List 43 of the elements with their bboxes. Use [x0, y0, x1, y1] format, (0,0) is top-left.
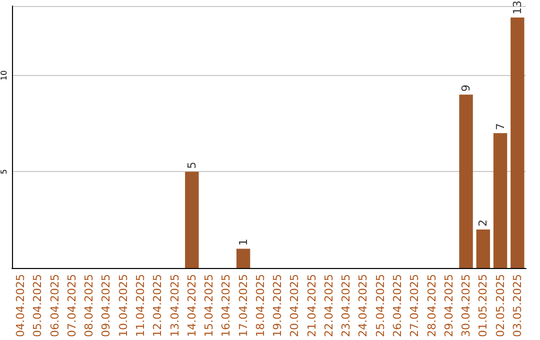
bar — [476, 229, 490, 268]
x-tick-label: 20.04.2025 — [288, 274, 302, 338]
x-tick-label: 11.04.2025 — [134, 274, 147, 338]
x-tick-label: 06.04.2025 — [48, 274, 62, 338]
x-tick-label: 16.04.2025 — [220, 274, 233, 338]
bar — [459, 94, 473, 268]
x-tick-label: 23.04.2025 — [340, 274, 353, 338]
x-tick-label: 10.04.2025 — [116, 274, 130, 338]
x-tick-label: 28.04.2025 — [425, 274, 438, 338]
y-tick-label: 10 — [0, 70, 8, 80]
x-tick-label: 07.04.2025 — [65, 274, 78, 338]
x-tick-label: 26.04.2025 — [391, 274, 404, 338]
x-tick-label: 15.04.2025 — [202, 274, 216, 338]
data-label: 1 — [236, 238, 250, 246]
x-tick-label: 18.04.2025 — [254, 274, 267, 338]
x-tick-label: 25.04.2025 — [374, 274, 387, 338]
bar — [185, 172, 199, 268]
x-tick-label: 09.04.2025 — [100, 274, 113, 338]
data-label: 9 — [460, 84, 473, 92]
x-tick-label: 27.04.2025 — [408, 274, 422, 338]
data-label: 13 — [510, 0, 524, 15]
x-tick-label: 05.04.2025 — [31, 274, 44, 338]
x-tick-label: 02.05.2025 — [494, 274, 507, 338]
bar — [493, 133, 508, 268]
x-tick-label: 03.05.2025 — [510, 274, 524, 338]
data-label: 2 — [476, 219, 490, 226]
x-tick-label: 17.04.2025 — [236, 274, 250, 338]
x-tick-label: 13.04.2025 — [168, 274, 182, 338]
data-label: 7 — [494, 123, 507, 130]
x-tick-label: 21.04.2025 — [305, 274, 318, 338]
x-tick-label: 01.05.2025 — [476, 274, 490, 338]
x-tick-label: 22.04.2025 — [322, 274, 336, 338]
x-tick-label: 12.04.2025 — [151, 274, 164, 338]
x-tick-label: 04.04.2025 — [14, 274, 28, 338]
x-tick-label: 14.04.2025 — [185, 274, 198, 338]
x-tick-label: 08.04.2025 — [82, 274, 96, 338]
x-tick-label: 29.04.2025 — [442, 274, 456, 338]
x-tick-label: 30.04.2025 — [460, 274, 473, 338]
x-tick-label: 24.04.2025 — [356, 274, 370, 338]
bar — [510, 18, 524, 268]
bar — [236, 248, 250, 268]
x-tick-label: 19.04.2025 — [271, 274, 284, 338]
data-label: 5 — [185, 162, 198, 169]
